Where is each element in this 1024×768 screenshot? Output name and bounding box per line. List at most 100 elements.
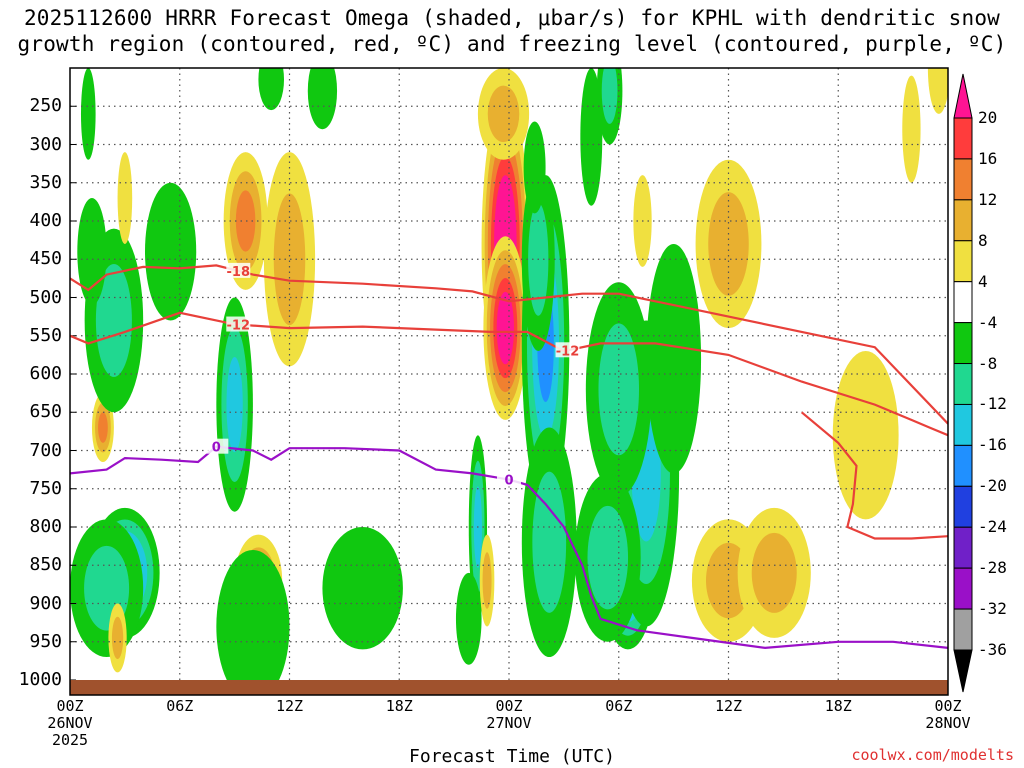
omega-cell-14-level-0 — [646, 243, 702, 474]
colorbar-tick-label-6: -8 — [978, 353, 998, 373]
ground-bar — [70, 680, 948, 695]
colorbar-tick-label-11: -28 — [978, 558, 1007, 578]
freezing-level-label-bg-0 — [204, 438, 229, 454]
omega-cell-9-level-0 — [455, 572, 482, 665]
dgz-minus-12-label-0: -12 — [227, 319, 251, 334]
colorbar-bottom-arrow — [953, 649, 973, 693]
x-tick-label-3: 18Z — [354, 698, 444, 715]
omega-cell-28-level-2 — [235, 190, 256, 252]
colorbar-segment-11 — [953, 567, 973, 610]
colorbar-segment-8 — [953, 444, 973, 487]
y-tick-label-700: 700 — [29, 439, 62, 461]
x-tick-label-8-line-1: 28NOV — [925, 714, 971, 732]
x-tick-label-7-line-0: 18Z — [824, 697, 852, 715]
omega-cell-8-level-1 — [482, 552, 492, 609]
freezing-level-contour — [70, 445, 948, 650]
omega-cell-1-level-5 — [500, 305, 511, 351]
omega-cell-20-level-1 — [111, 616, 124, 660]
x-tick-label-6: 12Z — [684, 698, 774, 715]
omega-cell-38-level-0 — [832, 351, 899, 520]
colorbar-top-arrow — [953, 73, 973, 119]
omega-cell-34-level-0 — [322, 527, 403, 650]
x-tick-label-2: 12Z — [245, 698, 335, 715]
omega-cell-31-level-0 — [216, 549, 290, 680]
x-tick-label-6-line-0: 12Z — [714, 697, 743, 715]
colorbar-tick-label-13: -36 — [978, 640, 1007, 659]
x-tick-label-8: 00Z 28NOV — [903, 698, 993, 732]
y-tick-label-450: 450 — [29, 248, 62, 270]
x-tick-label-5: 06Z — [574, 698, 664, 715]
colorbar-tick-label-4: 4 — [978, 271, 988, 291]
omega-cell-19-level-2 — [98, 412, 108, 443]
y-tick-label-550: 550 — [29, 324, 62, 346]
dgz-minus-12-label-1: -12 — [556, 344, 580, 359]
omega-cell-13-level-1 — [587, 505, 629, 610]
y-tick-label-1000: 1000 — [18, 669, 62, 690]
colorbar-segment-12 — [953, 608, 973, 651]
omega-cell-37-level-1 — [751, 532, 797, 613]
colorbar-segment-0 — [953, 117, 973, 160]
omega-cell-23-level-0 — [80, 68, 96, 160]
dgz-minus-12-lower-contour — [800, 411, 948, 540]
y-tick-label-950: 950 — [29, 630, 62, 652]
colorbar-tick-label-8: -16 — [978, 435, 1007, 455]
y-tick-label-400: 400 — [29, 210, 62, 231]
dgz-minus-12-label-bg-1 — [555, 342, 580, 358]
omega-cell-22-level-0 — [77, 198, 107, 306]
colorbar-segment-6 — [953, 363, 973, 405]
y-tick-label-600: 600 — [29, 363, 62, 384]
x-tick-label-4-line-1: 27NOV — [486, 714, 532, 732]
x-tick-label-5-line-0: 06Z — [605, 697, 633, 715]
credit-text[interactable]: coolwx.com/modelts — [851, 746, 1014, 764]
x-axis-label: Forecast Time (UTC) — [409, 746, 615, 767]
omega-cell-2-level-1 — [487, 85, 520, 143]
omega-cell-32-level-0 — [258, 68, 285, 111]
dgz-minus-18-label-bg-0 — [226, 262, 251, 278]
colorbar-segment-2 — [953, 199, 973, 242]
omega-cell-40-level-0 — [927, 68, 948, 114]
omega-cell-35-level-1 — [708, 192, 749, 296]
colorbar-tick-label-9: -20 — [978, 476, 1007, 496]
colorbar-segment-7 — [953, 403, 973, 446]
y-tick-label-900: 900 — [29, 592, 62, 614]
colorbar-segment-3 — [953, 240, 973, 283]
omega-cell-39-level-0 — [902, 75, 921, 183]
y-tick-label-350: 350 — [29, 171, 62, 193]
dgz-minus-12-contour — [70, 311, 948, 437]
dgz-minus-18-contour — [70, 264, 948, 425]
x-tick-label-8-line-0: 00Z — [934, 697, 962, 715]
omega-cell-5-level-1 — [532, 471, 567, 613]
x-tick-label-1-line-0: 06Z — [166, 697, 194, 715]
x-tick-label-0: 00Z 26NOV 2025 — [25, 698, 115, 749]
colorbar-segment-10 — [953, 526, 973, 569]
chart-title-line1: 2025112600 HRRR Forecast Omega (shaded, … — [23, 6, 1001, 30]
y-tick-label-800: 800 — [29, 516, 62, 537]
x-tick-label-3-line-0: 18Z — [385, 697, 413, 715]
colorbar-segment-4 — [953, 281, 973, 324]
x-tick-label-0-line-2: 2025 — [51, 731, 89, 749]
colorbar-segment-1 — [953, 158, 973, 201]
colorbar-tick-label-3: 8 — [978, 230, 988, 250]
omega-cell-6-level-0 — [523, 121, 546, 214]
omega-cell-25-level-0 — [117, 152, 133, 244]
y-tick-label-500: 500 — [29, 286, 62, 308]
dgz-minus-12-label-bg-0 — [226, 316, 251, 332]
omega-cell-21-level-1 — [95, 263, 132, 377]
x-tick-label-4: 00Z 27NOV — [464, 698, 554, 732]
colorbar-tick-label-1: 16 — [978, 148, 998, 168]
omega-cell-24-level-0 — [144, 182, 197, 321]
freezing-level-label-1: 0 — [504, 474, 513, 489]
x-tick-label-0-line-0: 00Z — [56, 697, 84, 715]
chart-title-line2: growth region (contoured, red, ºC) and f… — [17, 32, 1007, 56]
x-tick-label-7: 18Z — [793, 698, 883, 715]
colorbar-tick-label-0: 20 — [978, 108, 998, 127]
colorbar-tick-label-2: 12 — [978, 189, 998, 209]
x-tick-label-2-line-0: 12Z — [275, 697, 304, 715]
y-tick-label-650: 650 — [29, 401, 62, 423]
omega-cell-15-level-0 — [580, 68, 603, 206]
omega-cell-16-level-1 — [601, 68, 618, 124]
y-tick-label-750: 750 — [29, 477, 62, 499]
x-tick-label-1: 06Z — [135, 698, 225, 715]
omega-cell-29-level-1 — [273, 193, 306, 326]
